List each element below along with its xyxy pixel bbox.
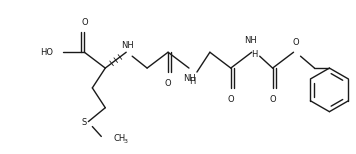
Text: NH: NH (184, 74, 196, 83)
Text: HO: HO (41, 48, 53, 57)
Text: NH: NH (121, 41, 134, 50)
Text: S: S (82, 118, 87, 127)
Text: O: O (165, 79, 171, 88)
Text: O: O (81, 18, 88, 27)
Text: 3: 3 (123, 139, 127, 144)
Text: O: O (227, 95, 234, 104)
Text: NH: NH (244, 36, 257, 45)
Text: O: O (269, 95, 276, 104)
Text: H: H (251, 50, 258, 59)
Text: CH: CH (113, 134, 126, 143)
Text: O: O (292, 38, 299, 47)
Text: H: H (189, 77, 195, 86)
